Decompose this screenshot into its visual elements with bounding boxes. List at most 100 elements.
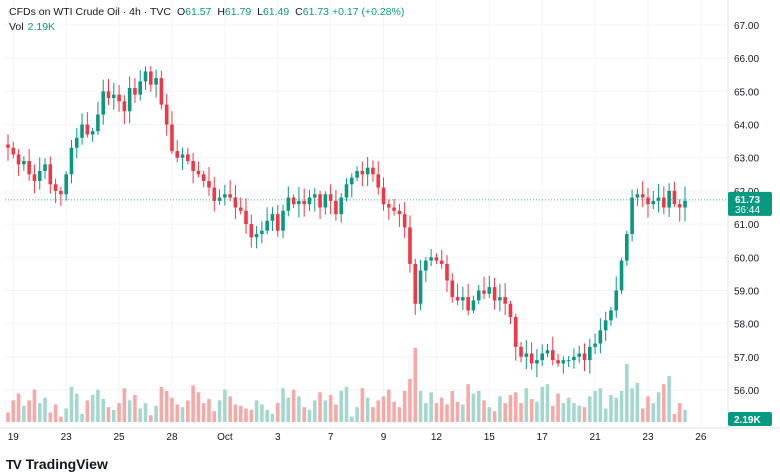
symbol-legend[interactable]: CFDs on WTI Crude Oil · 4h · TVC O61.57 …: [9, 6, 404, 18]
volume-bar: [302, 407, 306, 422]
tradingview-logo[interactable]: TV TradingView: [6, 456, 108, 472]
candle-body: [381, 187, 386, 205]
time-tick-label: 23: [61, 432, 73, 443]
volume-bar: [127, 400, 132, 422]
candle-body: [318, 194, 322, 208]
close-label: C: [295, 6, 303, 18]
volume-bar: [122, 388, 127, 422]
volume-value: 2.19K: [27, 21, 56, 33]
volume-bar: [186, 400, 190, 422]
time-tick-label: 9: [381, 432, 387, 443]
candle-body: [59, 190, 63, 195]
candle-body: [387, 204, 391, 208]
candle-body: [85, 124, 90, 135]
candle-body: [672, 190, 677, 205]
volume-bar: [519, 403, 523, 422]
candle-body: [630, 197, 634, 235]
candle-body: [566, 360, 571, 362]
candle-body: [471, 300, 476, 311]
volume-bar: [413, 347, 418, 422]
candle-body: [667, 190, 671, 208]
price-tick-label: 66.00: [734, 54, 759, 65]
volume-bar: [566, 397, 571, 422]
candle-body: [281, 210, 285, 231]
volume-bar: [249, 409, 254, 422]
candle-body: [344, 184, 349, 198]
candle-body: [117, 94, 121, 102]
candle-body: [572, 356, 576, 361]
candle-body: [302, 200, 306, 205]
volume-bar: [392, 401, 396, 422]
candle-body: [328, 194, 333, 201]
countdown-value: 36:44: [735, 205, 760, 216]
volume-bar: [96, 389, 100, 422]
volume-bar: [143, 403, 148, 422]
candle-body: [96, 114, 100, 132]
time-tick-label: 25: [114, 432, 126, 443]
volume-bar: [43, 397, 47, 422]
volume-bar: [323, 400, 328, 422]
volume-bar: [106, 407, 111, 422]
candle-body: [461, 297, 465, 301]
volume-bar: [429, 392, 433, 422]
volume-value-label: 2.19K: [734, 415, 761, 426]
volume-bar: [434, 403, 439, 422]
time-tick-label: 28: [166, 432, 178, 443]
volume-bar: [64, 408, 68, 422]
volume-bar: [582, 407, 587, 422]
candle-body: [127, 88, 132, 112]
volume-bar: [387, 389, 391, 422]
candle-body: [503, 297, 507, 304]
candle-body: [196, 171, 201, 175]
candle-body: [360, 171, 365, 175]
price-tick-label: 57.00: [734, 353, 759, 364]
candle-body: [244, 210, 248, 225]
price-tick-label: 65.00: [734, 87, 759, 98]
volume-bar: [217, 400, 222, 422]
volume-legend[interactable]: Vol 2.19K: [9, 21, 55, 33]
candle-body: [27, 161, 31, 175]
time-tick-label: 3: [275, 432, 281, 443]
candle-body: [683, 200, 687, 208]
candle-body: [413, 263, 418, 304]
candle-body: [635, 194, 640, 198]
candle-body: [498, 297, 502, 301]
volume-bar: [212, 411, 217, 422]
volume-bar: [360, 388, 365, 422]
price-tick-label: 59.00: [734, 286, 759, 297]
volume-bar: [651, 403, 656, 422]
candle-body: [445, 263, 449, 281]
volume-bar: [439, 397, 444, 422]
candle-body: [392, 207, 396, 211]
volume-bar: [498, 396, 502, 422]
candle-body: [312, 194, 317, 198]
candle-body: [80, 124, 84, 138]
last-price-badge: [728, 191, 772, 216]
volume-bar: [561, 403, 566, 422]
candle-body: [133, 88, 137, 95]
volume-bar: [508, 395, 513, 422]
volume-bar: [254, 400, 259, 422]
candle-body: [186, 154, 190, 162]
candle-body: [111, 94, 116, 98]
time-axis[interactable]: 19 23 25 28 Oct 3 7 9 12 15 17 21 23 26: [8, 432, 707, 443]
candle-body: [397, 210, 402, 215]
time-tick-label: 7: [328, 432, 334, 443]
candle-body: [334, 200, 338, 215]
volume-bar: [149, 415, 153, 422]
candle-body: [349, 177, 354, 185]
volume-value-badge: [728, 412, 772, 426]
candle-body: [249, 224, 254, 238]
candle-body: [122, 101, 127, 112]
candle-body: [16, 154, 21, 165]
candle-body: [260, 230, 264, 235]
candle-body: [297, 200, 301, 205]
volume-bar: [672, 413, 677, 422]
candle-body: [365, 167, 370, 175]
candle-body: [74, 137, 79, 148]
volume-bar: [593, 390, 597, 422]
volume-bar: [487, 407, 492, 422]
candle-body: [212, 187, 217, 201]
candle-body: [175, 151, 180, 158]
